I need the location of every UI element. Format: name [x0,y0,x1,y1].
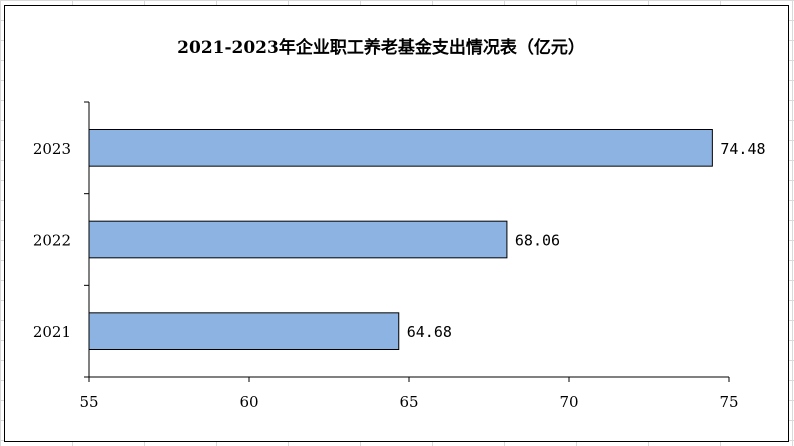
chart-title: 2021-2023年企业职工养老基金支出情况表（亿元） [177,37,585,58]
data-label: 74.48 [720,140,765,158]
y-tick-label: 2023 [33,140,71,158]
y-tick-label: 2022 [33,232,71,250]
y-tick-label: 2021 [33,323,71,341]
bar-2022 [88,220,508,259]
x-tick-label: 70 [559,393,578,411]
bar-2023 [88,129,713,167]
data-label: 64.68 [407,323,452,341]
data-label: 68.06 [515,232,560,250]
x-tick-label: 75 [719,393,738,411]
x-tick-label: 60 [239,393,258,411]
plot-area: 55 60 65 70 75 2021 64.68 2022 68.06 2023 74.48 [33,101,766,411]
x-tick-label: 55 [79,393,98,411]
bar-2021 [88,312,400,351]
x-tick-label: 65 [399,393,418,411]
